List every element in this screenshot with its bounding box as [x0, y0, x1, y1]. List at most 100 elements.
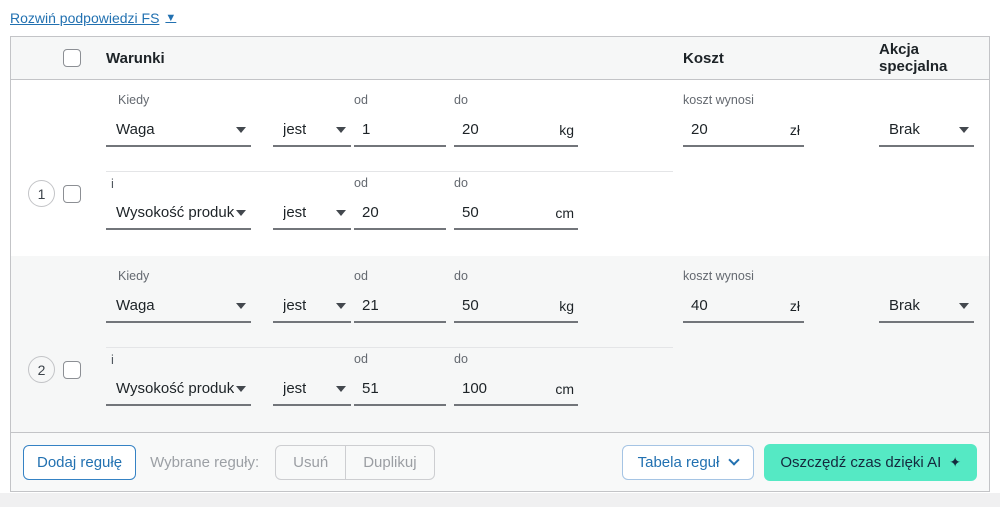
operator-value: jest [283, 204, 307, 221]
triangle-down-icon [336, 385, 346, 392]
to-field: cm [454, 373, 578, 406]
duplicate-button[interactable]: Duplikuj [345, 445, 433, 479]
header-handle-cell [11, 49, 106, 67]
parameter-value: Wysokość produk [116, 204, 235, 221]
cost-field: zł [683, 290, 804, 323]
parameter-value: Waga [116, 121, 155, 138]
unit-label: kg [559, 297, 574, 314]
to-label: do [454, 176, 468, 190]
parameter-value: Waga [116, 297, 155, 314]
unit-label: cm [555, 380, 574, 397]
unit-label: cm [555, 204, 574, 221]
ai-button[interactable]: Oszczędź czas dzięki AI ✦ [764, 443, 977, 481]
sparkle-icon: ✦ [949, 453, 961, 470]
operator-select[interactable]: jest [273, 197, 351, 230]
when-label: Kiedy [118, 93, 150, 107]
from-field [354, 290, 446, 323]
parameter-select[interactable]: Waga [106, 114, 251, 147]
triangle-down-icon [236, 126, 246, 133]
from-input[interactable] [362, 380, 446, 397]
triangle-down-icon [336, 126, 346, 133]
when-label: Kiedy [118, 269, 150, 283]
from-field [354, 373, 446, 406]
and-divider [106, 347, 673, 348]
parameter-value: Wysokość produk [116, 380, 235, 397]
parameter-select[interactable]: Wysokość produk [106, 373, 251, 406]
to-field: kg [454, 114, 578, 147]
and-label: i [111, 352, 114, 367]
to-input[interactable] [462, 204, 556, 221]
to-input[interactable] [462, 297, 560, 314]
triangle-down-icon [236, 302, 246, 309]
expand-hints-label: Rozwiń podpowiedzi FS [10, 10, 160, 26]
and-divider [106, 171, 673, 172]
to-field: kg [454, 290, 578, 323]
cost-cell: koszt wynosi zł [673, 93, 869, 230]
rule-handle-cell: 1 [11, 93, 106, 230]
operator-select[interactable]: jest [273, 114, 351, 147]
rules-table-button[interactable]: Tabela reguł [621, 444, 755, 480]
to-label: do [454, 93, 468, 107]
special-action-select[interactable]: Brak [879, 290, 974, 323]
cost-input[interactable] [691, 121, 790, 138]
selected-rules-actions: Usuń Duplikuj [275, 444, 435, 480]
rule-checkbox[interactable] [63, 360, 81, 379]
header-special-action: Akcja specjalna [879, 41, 948, 75]
rules-table-label: Tabela reguł [637, 453, 720, 471]
from-label: od [354, 269, 368, 283]
triangle-down-icon [336, 209, 346, 216]
special-action-select[interactable]: Brak [879, 114, 974, 147]
to-input[interactable] [462, 121, 560, 138]
from-label: od [354, 176, 368, 190]
cost-input[interactable] [691, 297, 790, 314]
header-conditions: Warunki [106, 49, 165, 67]
parameter-select[interactable]: Wysokość produk [106, 197, 251, 230]
rule-checkbox[interactable] [63, 184, 81, 203]
cost-cell: koszt wynosi zł [673, 269, 869, 406]
special-action-value: Brak [889, 121, 920, 138]
cost-field: zł [683, 114, 804, 147]
ai-button-label: Oszczędź czas dzięki AI [780, 453, 942, 471]
unit-label: kg [559, 121, 574, 138]
to-label: do [454, 269, 468, 283]
cost-label: koszt wynosi [683, 93, 754, 107]
operator-value: jest [283, 380, 307, 397]
to-label: do [454, 352, 468, 366]
conditions-cell: Kiedy Waga jest od [106, 93, 673, 230]
add-rule-button[interactable]: Dodaj regułę [23, 444, 137, 480]
delete-button[interactable]: Usuń [276, 446, 345, 479]
to-input[interactable] [462, 380, 556, 397]
triangle-down-icon [236, 209, 246, 216]
rule-handle-cell: 2 [11, 269, 106, 406]
to-field: cm [454, 197, 578, 230]
shipping-rules-table: Warunki Koszt Akcja specjalna 1 Kiedy Wa… [10, 36, 990, 492]
operator-select[interactable]: jest [273, 290, 351, 323]
select-all-checkbox[interactable] [63, 49, 81, 67]
currency-label: zł [789, 297, 800, 314]
triangle-down-icon [959, 302, 969, 309]
triangle-down-icon [959, 126, 969, 133]
from-label: od [354, 93, 368, 107]
from-label: od [354, 352, 368, 366]
header-cost: Koszt [683, 49, 724, 67]
from-input[interactable] [362, 204, 446, 221]
operator-value: jest [283, 297, 307, 314]
from-input[interactable] [362, 121, 446, 138]
triangle-down-icon [336, 302, 346, 309]
currency-label: zł [789, 121, 800, 138]
selected-rules-label: Wybrane reguły: [150, 453, 260, 471]
from-field [354, 197, 446, 230]
table-row: 1 Kiedy Waga jest [11, 80, 989, 256]
table-header-row: Warunki Koszt Akcja specjalna [11, 37, 989, 80]
triangle-down-icon [236, 385, 246, 392]
parameter-select[interactable]: Waga [106, 290, 251, 323]
rule-number-badge: 1 [28, 180, 55, 207]
operator-select[interactable]: jest [273, 373, 351, 406]
conditions-cell: Kiedy Waga jest od [106, 269, 673, 406]
chevron-down-icon [728, 454, 741, 466]
table-footer: Dodaj regułę Wybrane reguły: Usuń Duplik… [11, 432, 989, 491]
cost-label: koszt wynosi [683, 269, 754, 283]
from-input[interactable] [362, 297, 446, 314]
expand-hints-link[interactable]: Rozwiń podpowiedzi FS ▼ [10, 10, 176, 26]
triangle-down-icon: ▼ [165, 12, 177, 24]
